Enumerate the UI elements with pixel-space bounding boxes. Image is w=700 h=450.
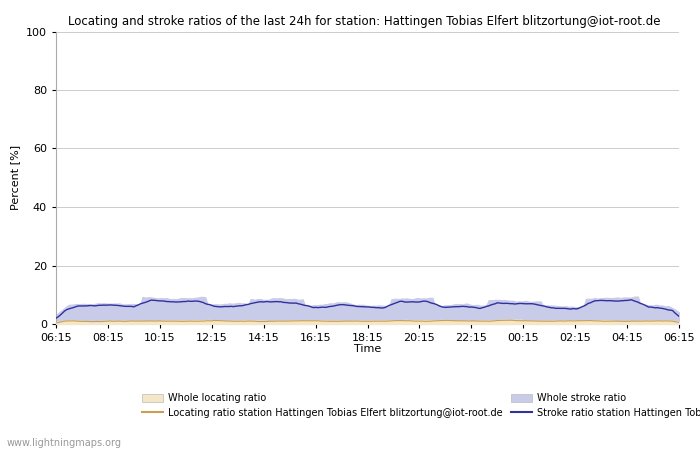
X-axis label: Time: Time: [354, 344, 381, 355]
Y-axis label: Percent [%]: Percent [%]: [10, 145, 20, 210]
Legend: Whole locating ratio, Locating ratio station Hattingen Tobias Elfert blitzortung: Whole locating ratio, Locating ratio sta…: [142, 393, 700, 418]
Text: www.lightningmaps.org: www.lightningmaps.org: [7, 438, 122, 448]
Text: Locating and stroke ratios of the last 24h for station: Hattingen Tobias Elfert : Locating and stroke ratios of the last 2…: [69, 14, 661, 27]
